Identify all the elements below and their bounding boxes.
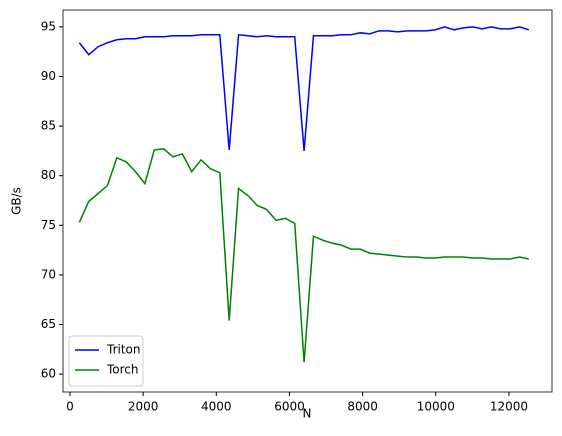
line [78,26,530,151]
y-tick-label: 75 [41,218,56,232]
legend-box [68,335,144,387]
legend-label: Torch [106,363,139,377]
y-tick-label: 85 [41,119,56,133]
x-tick-label: 2000 [128,400,159,414]
y-axis-label: GB/s [10,187,24,215]
x-tick-label: 6000 [274,400,305,414]
y-tick-label: 80 [41,168,56,182]
legend-label: Triton [106,343,141,357]
x-tick-label: 8000 [347,400,378,414]
y-tick-label: 95 [41,19,56,33]
x-axis-label: N [303,407,312,421]
x-tick-label: 0 [66,400,74,414]
y-tick-label: 65 [41,317,56,331]
line [78,148,530,363]
y-tick-label: 90 [41,69,56,83]
x-tick-label: 10000 [417,400,455,414]
y-tick-label: 70 [41,267,56,281]
x-tick-label: 12000 [490,400,528,414]
x-tick-label: 4000 [201,400,232,414]
y-tick-label: 60 [41,367,56,381]
plot-frame [62,9,553,393]
